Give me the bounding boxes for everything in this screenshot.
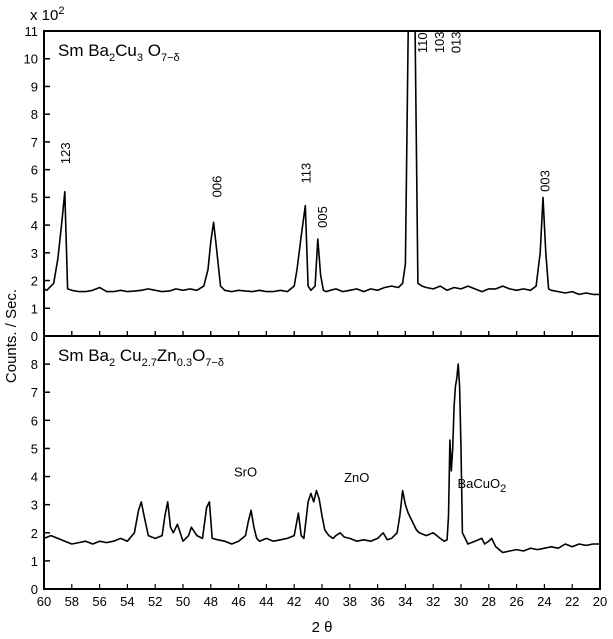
x-tick-label: 46 [231,594,245,609]
y-tick-label: 4 [31,218,38,233]
y-tick-label: 0 [31,329,38,344]
y-tick-label: 4 [31,470,38,485]
x-tick-label: 28 [482,594,496,609]
peak-label-006: 006 [209,176,224,198]
panel-2-series-line [44,363,600,554]
peak-label-005: 005 [315,206,330,228]
y-tick-label: 0 [31,582,38,597]
y-tick-label: 11 [25,24,39,39]
panel-1-title: Sm Ba2Cu3 O7−δ [58,41,180,64]
x-tick-label: 44 [259,594,273,609]
x-tick-label: 52 [148,594,162,609]
x-tick-label: 50 [176,594,190,609]
peak-label-110: 110 [415,32,430,53]
x-tick-label: 24 [537,594,551,609]
x-tick-label: 60 [37,594,51,609]
y-tick-label: 5 [31,441,38,456]
x-tick-label: 30 [454,594,468,609]
y-tick-label: 2 [31,526,38,541]
y-tick-label: 2 [31,274,38,289]
phase-label-zno: ZnO [344,470,369,485]
peak-label-103: 103 [432,31,447,53]
y-tick-label: 3 [31,246,38,261]
y-tick-label: 9 [31,79,38,94]
y-tick-label: 5 [31,190,38,205]
y-axis-label: Counts. / Sec. [3,289,20,383]
y-tick-label: 8 [31,357,38,372]
y-tick-label: 10 [24,52,38,67]
y-tick-label: 1 [31,554,38,569]
peak-label-123: 123 [58,142,73,164]
y-tick-label: 8 [31,107,38,122]
panel-2-title: Sm Ba2 Cu2.7Zn0.3O7−δ [58,346,224,369]
x-tick-label: 54 [120,594,134,609]
panel-2-frame [43,335,601,590]
x-tick-label: 36 [370,594,384,609]
axes-layer [43,30,601,590]
y-tick-label: 1 [31,301,38,316]
x-tick-label: 32 [426,594,440,609]
x-tick-label: 58 [65,594,79,609]
x-tick-label: 20 [593,594,607,609]
x-tick-label: 40 [315,594,329,609]
x-tick-label: 38 [343,594,357,609]
x-tick-label: 22 [565,594,579,609]
plot-layer [44,31,600,554]
y-tick-label: 6 [31,163,38,178]
peak-label-003: 003 [537,170,552,192]
x-tick-label: 26 [509,594,523,609]
x-tick-label: 34 [398,594,412,609]
phase-label-bacuo: BaCuO2 [457,476,506,495]
x-axis-label: 2 θ [312,619,333,636]
y-tick-label: 7 [31,135,38,150]
peak-label-013: 013 [448,31,463,53]
y-multiplier: x 102 [30,5,64,24]
panel-1-series-line [44,31,600,296]
y-tick-label: 3 [31,498,38,513]
y-tick-label: 6 [31,413,38,428]
y-tick-label: 7 [31,385,38,400]
peak-label-113: 113 [298,163,313,184]
x-tick-label: 56 [92,594,106,609]
x-tick-label: 42 [287,594,301,609]
phase-label-sro: SrO [234,465,257,480]
x-tick-label: 48 [204,594,218,609]
